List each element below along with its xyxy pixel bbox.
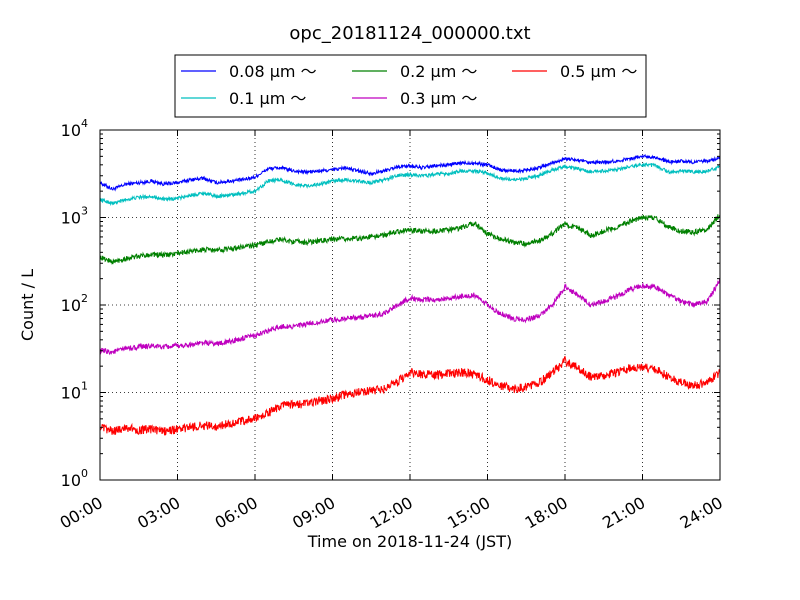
x-tick-label: 21:00 xyxy=(599,493,648,533)
x-tick-label: 18:00 xyxy=(522,493,571,533)
series-line-2 xyxy=(99,214,721,265)
grid xyxy=(100,130,720,480)
legend-label: 0.1 μm ～ xyxy=(229,89,306,108)
x-tick-label: 15:00 xyxy=(444,493,493,533)
y-tick-exponent: 1 xyxy=(81,380,88,393)
legend-label: 0.5 μm ～ xyxy=(560,62,637,81)
x-tick-label: 09:00 xyxy=(289,493,338,533)
y-tick-label: 104 xyxy=(61,117,88,140)
legend-frame xyxy=(174,54,647,118)
legend-label: 0.3 μm ～ xyxy=(400,89,477,108)
x-axis-label: Time on 2018-11-24 (JST) xyxy=(307,532,512,551)
y-tick-exponent: 4 xyxy=(81,117,88,130)
series-line-4 xyxy=(99,355,721,436)
series-layer xyxy=(99,153,721,436)
y-tick-base: 10 xyxy=(61,296,81,315)
x-tick-label: 06:00 xyxy=(212,493,261,533)
y-tick-label: 102 xyxy=(61,292,88,315)
x-tick-label: 03:00 xyxy=(134,493,183,533)
x-tick-label: 24:00 xyxy=(677,493,726,533)
x-tick-label: 00:00 xyxy=(57,493,106,533)
y-tick-base: 10 xyxy=(61,121,81,140)
x-tick-labels: 00:00 03:00 06:00 09:00 12:00 15:00 18:00 21:00… xyxy=(57,493,726,533)
y-tick-exponent: 0 xyxy=(81,467,88,480)
y-tick-label: 101 xyxy=(61,380,88,403)
y-tick-label: 100 xyxy=(61,467,88,490)
chart-title: opc_20181124_000000.txt xyxy=(289,23,530,44)
y-tick-exponent: 3 xyxy=(81,205,88,218)
y-tick-exponent: 2 xyxy=(81,292,88,305)
y-tick-base: 10 xyxy=(61,471,81,490)
x-tick-label: 12:00 xyxy=(367,493,416,533)
series-line-1 xyxy=(99,162,721,207)
series-line-3 xyxy=(99,277,721,356)
legend-label: 0.2 μm ～ xyxy=(400,62,477,81)
axis-ticks xyxy=(99,129,721,481)
legend-label: 0.08 μm ～ xyxy=(229,62,317,81)
series-line-0 xyxy=(99,153,721,192)
legend: 0.08 μm ～ 0.1 μm ～ 0.2 μm ～ 0.3 μm ～ 0.5 μm … xyxy=(174,54,647,118)
y-axis-label: Count / L xyxy=(18,269,37,341)
y-tick-label: 103 xyxy=(61,205,88,228)
y-tick-base: 10 xyxy=(61,384,81,403)
y-tick-base: 10 xyxy=(61,209,81,228)
